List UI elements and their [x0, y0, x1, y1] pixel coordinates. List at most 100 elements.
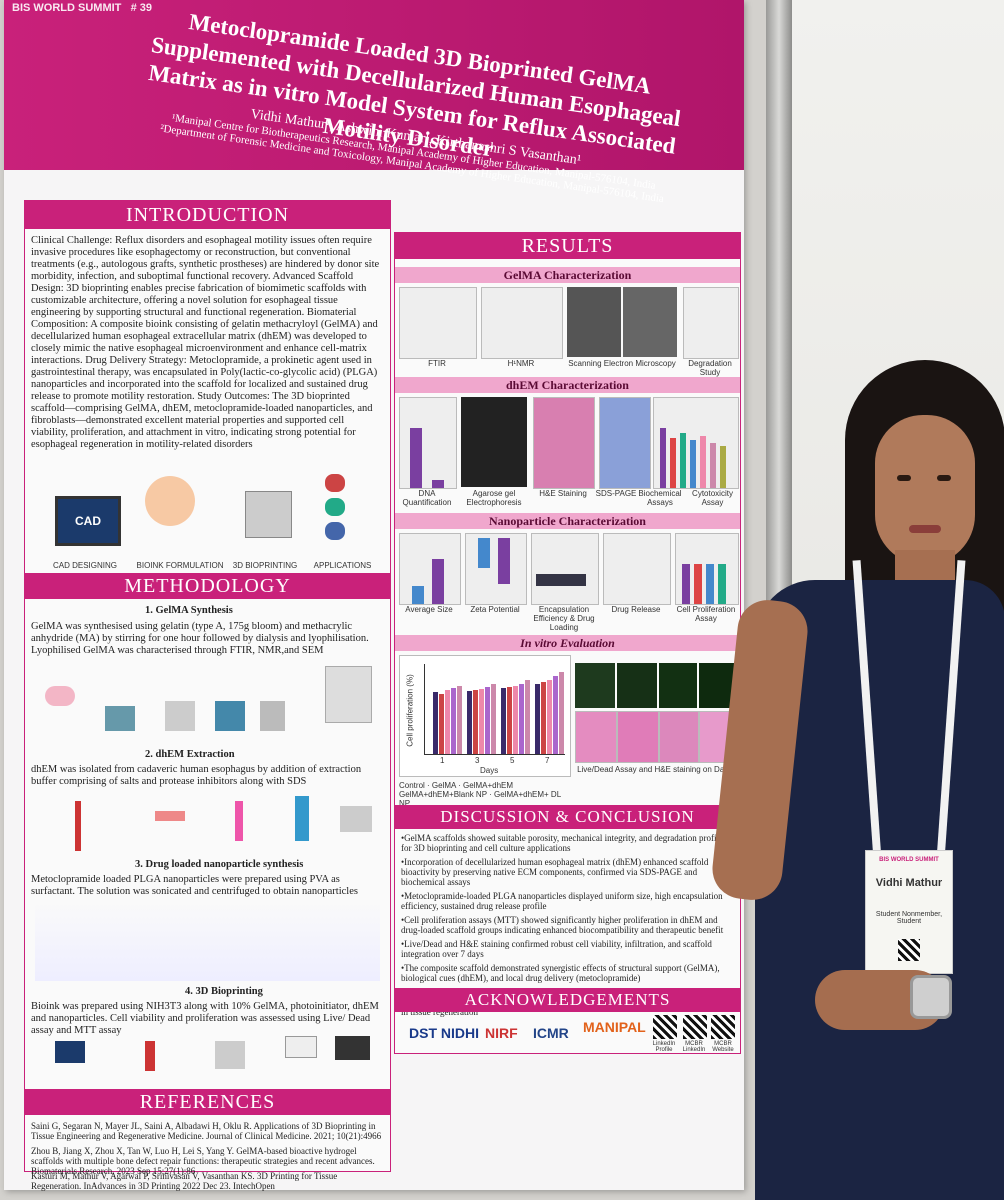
day-tick-1: 1 — [440, 756, 445, 765]
gelma-char-title: GelMA Characterization — [395, 267, 740, 283]
invitro-bar — [467, 691, 472, 754]
invitro-title: In vitro Evaluation — [395, 635, 740, 651]
wristwatch-icon — [910, 975, 952, 1019]
left-column: INTRODUCTION Clinical Challenge: Reflux … — [24, 200, 391, 1191]
method3-title: 3. Drug loaded nanoparticle synthesis — [135, 859, 304, 870]
invitro-legend: Control · GelMA · GelMA+dhEM GelMA+dhEM+… — [399, 781, 561, 808]
invitro-bar — [535, 684, 540, 754]
cap-ee: Encapsulation Efficiency & Drug Loading — [533, 605, 595, 632]
invitro-bar — [519, 684, 524, 754]
homogenizer-icon — [295, 796, 309, 841]
cap-he: H&E Staining — [539, 489, 587, 498]
well-plate-icon — [285, 1036, 317, 1058]
tube-icon — [235, 801, 243, 841]
invitro-bar — [541, 682, 546, 754]
dhem-extraction-diagram — [35, 791, 380, 851]
dhem-char-title: dhEM Characterization — [395, 377, 740, 393]
qr-linkedin — [653, 1015, 677, 1039]
livedead-gelma-dhem — [617, 663, 657, 708]
dna-quant-chart — [399, 397, 457, 489]
day-tick-5: 5 — [510, 756, 515, 765]
badge-summit: BIS WORLD SUMMIT — [879, 857, 939, 863]
method2-title: 2. dhEM Extraction — [145, 749, 235, 760]
manipal-logo: MANIPAL — [583, 1019, 646, 1035]
invitro-bar — [479, 689, 484, 754]
dst-nidhi-logo: DST NIDHI — [409, 1025, 479, 1041]
pig-icon — [45, 686, 75, 706]
cap-sem: Scanning Electron Microscopy — [568, 359, 676, 368]
introduction-heading: INTRODUCTION — [25, 201, 390, 229]
method1-text: GelMA was synthesised using gelatin (typ… — [31, 621, 369, 656]
centrifuge-icon — [165, 701, 195, 731]
he-blank-np — [659, 711, 699, 763]
cap-nmr: H¹NMR — [507, 359, 535, 368]
ftir-plot — [399, 287, 477, 359]
tissue-pieces-icon — [155, 811, 185, 821]
cad-monitor-icon: CAD — [55, 496, 121, 546]
invitro-bar — [485, 687, 490, 754]
icmr-logo: ICMR — [533, 1025, 569, 1041]
methodology-heading: METHODOLOGY — [25, 573, 390, 599]
invitro-bar — [433, 692, 438, 754]
agarose-gel-image — [461, 397, 527, 487]
discussion-point: •Live/Dead and H&E staining confirmed ro… — [401, 939, 712, 959]
qr-label-3: MCBR Website — [712, 1041, 734, 1053]
he-staining-image — [533, 397, 595, 489]
lyophiliser-icon — [260, 701, 285, 731]
cap-sds: SDS-PAGE — [595, 489, 637, 498]
flow-label-cad: CAD DESIGNING — [52, 561, 117, 570]
invitro-proliferation-chart: Cell proliferation (%) 1 3 5 7 Days — [399, 655, 571, 777]
size-chart — [399, 533, 461, 605]
centrifuge2-icon — [340, 806, 372, 832]
intro-flow-diagram: CAD CAD DESIGNING BIOINK FORMULATION 3D … — [35, 466, 380, 586]
sem-image-2 — [623, 287, 677, 357]
poster-header: BIS WORLD SUMMIT # 39 Metoclopramide Loa… — [4, 0, 744, 205]
badge-role: Student Nonmember, Student — [875, 911, 943, 925]
microscope-icon — [335, 1036, 370, 1060]
he-gelma-dhem — [617, 711, 659, 763]
bioink-icon — [145, 1041, 155, 1071]
face — [875, 415, 975, 565]
drug-release-chart — [603, 533, 671, 605]
characterization-instruments-icon — [325, 666, 372, 723]
method4-title: 4. 3D Bioprinting — [185, 986, 263, 997]
flow-label-applications: APPLICATIONS — [313, 561, 372, 570]
np-char-title: Nanoparticle Characterization — [395, 513, 740, 529]
invitro-bar — [501, 688, 506, 754]
discussion-point: •The composite scaffold demonstrated syn… — [401, 963, 720, 983]
cap-np-prolif: Cell Proliferation Assay — [676, 605, 736, 623]
flow-label-bioink: BIOINK FORMULATION — [136, 561, 224, 570]
discussion-point: •Incorporation of decellularized human e… — [401, 857, 709, 887]
results-heading: RESULTS — [395, 233, 740, 259]
invitro-bar — [445, 690, 450, 754]
name-badge: BIS WORLD SUMMIT Vidhi Mathur Student No… — [865, 850, 953, 974]
right-column: RESULTS GelMA Characterization FTIR H¹NM… — [394, 232, 741, 1054]
day-tick-7: 7 — [545, 756, 550, 765]
presenter: BIS WORLD SUMMIT Vidhi Mathur Student No… — [709, 360, 1004, 1200]
cytotoxicity-chart — [653, 397, 739, 489]
cap-dna: DNA Quantification — [402, 489, 452, 507]
invitro-bar — [559, 672, 564, 754]
qr-mcbr-linkedin — [683, 1015, 707, 1039]
applications-icon — [325, 474, 365, 544]
np-proliferation-chart — [675, 533, 739, 605]
nirf-logo: NIRF — [485, 1025, 518, 1041]
invitro-bar — [491, 684, 496, 754]
cap-zeta: Zeta Potential — [470, 605, 520, 614]
sem-image-1 — [567, 287, 621, 357]
reference-3: Kasturi M, Mathur V, Agarwal P, Srinivas… — [31, 1171, 338, 1191]
discussion-point: •GelMA scaffolds showed suitable porosit… — [401, 833, 723, 853]
nmr-plot — [481, 287, 563, 359]
qr-mcbr-website — [711, 1015, 735, 1039]
method4-text: Bioink was prepared using NIH3T3 along w… — [31, 1001, 379, 1036]
invitro-ylabel: Cell proliferation (%) — [405, 674, 415, 747]
method3-text: Metoclopramide loaded PLGA nanoparticles… — [31, 874, 358, 897]
cap-biochem: Biochemical Assays — [638, 489, 682, 507]
printer-icon — [215, 1041, 245, 1069]
gelma-synthesis-diagram — [35, 656, 380, 746]
cap-size: Average Size — [405, 605, 453, 614]
introduction-text: Clinical Challenge: Reflux disorders and… — [31, 235, 380, 450]
invitro-bars-area — [424, 664, 565, 755]
livedead-blank-np — [659, 663, 697, 708]
